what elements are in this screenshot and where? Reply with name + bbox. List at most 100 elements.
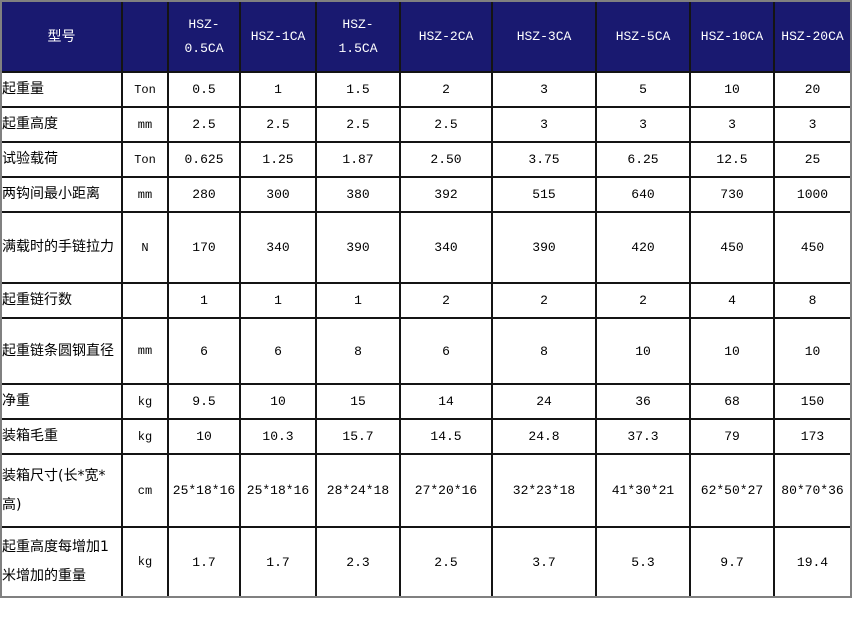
row-label: 试验载荷 xyxy=(2,141,123,178)
spec-row: 装箱毛重 kg 10 10.3 15.7 14.5 24.8 37.3 79 173 xyxy=(2,418,850,455)
spec-table-wrapper: 型号 HSZ-0.5CA HSZ-1CA HSZ-1.5CA HSZ-2CA HSZ-3C… xyxy=(0,0,852,598)
spec-row: 两钩间最小距离 mm 280 300 380 392 515 640 730 1000 xyxy=(2,176,850,213)
unit-cell: N xyxy=(121,211,169,284)
row-label: 净重 xyxy=(2,383,123,420)
value-cell: 300 xyxy=(239,176,317,213)
value-cell: 1 xyxy=(167,282,241,319)
value-cell: 2 xyxy=(399,71,493,108)
value-cell: 1.7 xyxy=(239,526,317,596)
value-cell: 25*18*16 xyxy=(167,453,241,528)
table-head: 型号 HSZ-0.5CA HSZ-1CA HSZ-1.5CA HSZ-2CA HSZ-3C… xyxy=(2,2,850,73)
value-cell: 1 xyxy=(315,282,401,319)
value-cell: 10 xyxy=(773,317,850,385)
value-cell: 14.5 xyxy=(399,418,493,455)
value-cell: 0.625 xyxy=(167,141,241,178)
row-label: 起重量 xyxy=(2,71,123,108)
value-cell: 1000 xyxy=(773,176,850,213)
value-cell: 20 xyxy=(773,71,850,108)
value-cell: 14 xyxy=(399,383,493,420)
value-cell: 1 xyxy=(239,71,317,108)
row-label: 起重高度 xyxy=(2,106,123,143)
model-column-header: HSZ-0.5CA xyxy=(167,2,241,73)
unit-cell: kg xyxy=(121,383,169,420)
spec-row: 满载时的手链拉力 N 170 340 390 340 390 420 450 450 xyxy=(2,211,850,284)
value-cell: 340 xyxy=(399,211,493,284)
value-cell: 6.25 xyxy=(595,141,691,178)
value-cell: 1.87 xyxy=(315,141,401,178)
value-cell: 79 xyxy=(689,418,775,455)
value-cell: 3 xyxy=(689,106,775,143)
value-cell: 6 xyxy=(239,317,317,385)
value-cell: 37.3 xyxy=(595,418,691,455)
value-cell: 380 xyxy=(315,176,401,213)
value-cell: 3 xyxy=(491,106,597,143)
row-label: 起重高度每增加1米增加的重量 xyxy=(2,526,123,596)
value-cell: 36 xyxy=(595,383,691,420)
header-row: 型号 HSZ-0.5CA HSZ-1CA HSZ-1.5CA HSZ-2CA HSZ-3C… xyxy=(2,2,850,73)
value-cell: 420 xyxy=(595,211,691,284)
value-cell: 27*20*16 xyxy=(399,453,493,528)
value-cell: 15.7 xyxy=(315,418,401,455)
value-cell: 2 xyxy=(595,282,691,319)
value-cell: 24.8 xyxy=(491,418,597,455)
value-cell: 3 xyxy=(595,106,691,143)
spec-row: 起重链行数 1 1 1 2 2 2 4 8 xyxy=(2,282,850,319)
value-cell: 10 xyxy=(689,71,775,108)
unit-cell: Ton xyxy=(121,71,169,108)
model-column-header: HSZ-20CA xyxy=(773,2,850,73)
unit-cell: mm xyxy=(121,317,169,385)
value-cell: 9.7 xyxy=(689,526,775,596)
value-cell: 8 xyxy=(491,317,597,385)
value-cell: 3 xyxy=(491,71,597,108)
model-column-header: HSZ-5CA xyxy=(595,2,691,73)
value-cell: 19.4 xyxy=(773,526,850,596)
value-cell: 41*30*21 xyxy=(595,453,691,528)
value-cell: 2.5 xyxy=(239,106,317,143)
value-cell: 730 xyxy=(689,176,775,213)
spec-row: 起重量 Ton 0.5 1 1.5 2 3 5 10 20 xyxy=(2,71,850,108)
value-cell: 340 xyxy=(239,211,317,284)
spec-row: 起重高度 mm 2.5 2.5 2.5 2.5 3 3 3 3 xyxy=(2,106,850,143)
value-cell: 6 xyxy=(167,317,241,385)
unit-cell xyxy=(121,282,169,319)
unit-cell: kg xyxy=(121,418,169,455)
value-cell: 150 xyxy=(773,383,850,420)
value-cell: 6 xyxy=(399,317,493,385)
spec-row: 试验载荷 Ton 0.625 1.25 1.87 2.50 3.75 6.25 12.5 25 xyxy=(2,141,850,178)
hoist-spec-table: 型号 HSZ-0.5CA HSZ-1CA HSZ-1.5CA HSZ-2CA HSZ-3C… xyxy=(2,2,850,596)
value-cell: 10 xyxy=(689,317,775,385)
value-cell: 8 xyxy=(315,317,401,385)
value-cell: 173 xyxy=(773,418,850,455)
value-cell: 1.25 xyxy=(239,141,317,178)
unit-cell: kg xyxy=(121,526,169,596)
value-cell: 8 xyxy=(773,282,850,319)
table-body: 起重量 Ton 0.5 1 1.5 2 3 5 10 20 起重高度 mm 2.5 2.5 2.5 2.5 3 3… xyxy=(2,71,850,596)
spec-row: 装箱尺寸(长*宽*高) cm 25*18*16 25*18*16 28*24*18 27*… xyxy=(2,453,850,528)
value-cell: 0.5 xyxy=(167,71,241,108)
value-cell: 2 xyxy=(399,282,493,319)
value-cell: 15 xyxy=(315,383,401,420)
value-cell: 25*18*16 xyxy=(239,453,317,528)
unit-cell: mm xyxy=(121,106,169,143)
value-cell: 10 xyxy=(167,418,241,455)
row-label: 装箱尺寸(长*宽*高) xyxy=(2,453,123,528)
model-column-header: HSZ-1CA xyxy=(239,2,317,73)
value-cell: 28*24*18 xyxy=(315,453,401,528)
value-cell: 12.5 xyxy=(689,141,775,178)
value-cell: 3.75 xyxy=(491,141,597,178)
spec-row: 起重高度每增加1米增加的重量 kg 1.7 1.7 2.3 2.5 3.7 5.3 9.7 19.… xyxy=(2,526,850,596)
value-cell: 10 xyxy=(595,317,691,385)
row-label: 满载时的手链拉力 xyxy=(2,211,123,284)
spec-row: 起重链条圆钢直径 mm 6 6 8 6 8 10 10 10 xyxy=(2,317,850,385)
value-cell: 3.7 xyxy=(491,526,597,596)
row-label: 装箱毛重 xyxy=(2,418,123,455)
unit-column-header xyxy=(121,2,169,73)
value-cell: 10.3 xyxy=(239,418,317,455)
model-column-header: HSZ-1.5CA xyxy=(315,2,401,73)
value-cell: 170 xyxy=(167,211,241,284)
value-cell: 3 xyxy=(773,106,850,143)
value-cell: 62*50*27 xyxy=(689,453,775,528)
value-cell: 450 xyxy=(689,211,775,284)
value-cell: 390 xyxy=(491,211,597,284)
value-cell: 4 xyxy=(689,282,775,319)
